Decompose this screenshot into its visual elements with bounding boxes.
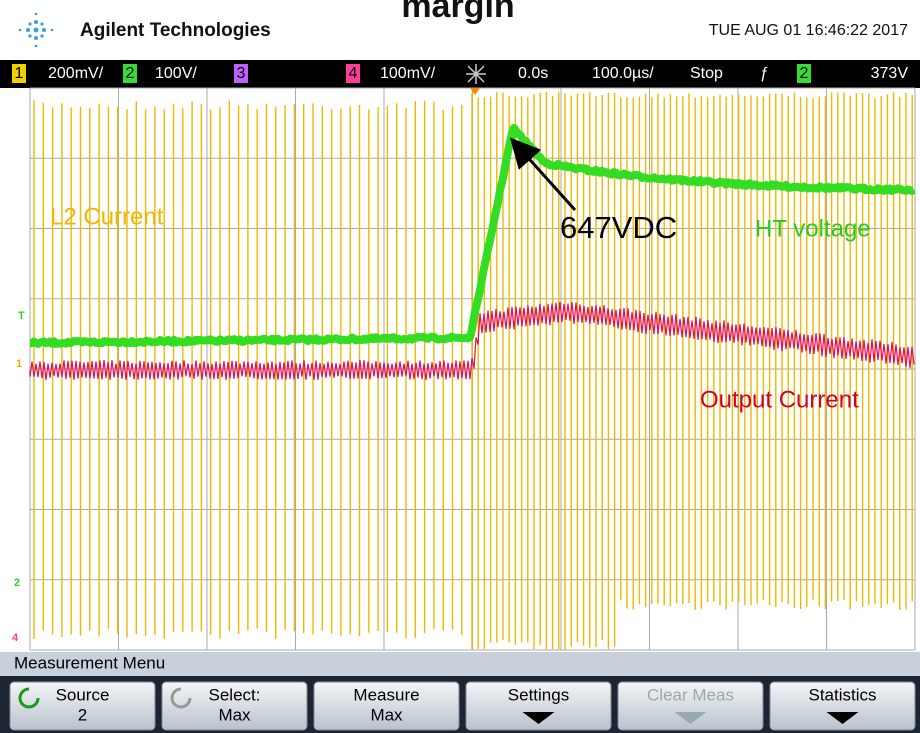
menu-title-bar <box>0 652 920 676</box>
datetime: TUE AUG 01 16:46:22 2017 <box>709 22 908 39</box>
knob-icon <box>18 687 40 709</box>
softkey-arrow <box>674 712 707 724</box>
annotation-l2: L2 Current <box>50 203 164 230</box>
softkey-arrow <box>522 712 555 724</box>
marker-ch1: 1 <box>16 358 22 370</box>
ch2-number: 2 <box>126 65 135 82</box>
softkey-label: Select: <box>209 685 261 704</box>
annotation-ht: HT voltage <box>755 215 871 242</box>
trigger-slope: ƒ <box>760 65 769 82</box>
softkey[interactable] <box>769 681 916 731</box>
trigger-level: 373V <box>871 65 909 82</box>
ch2-scale: 100V/ <box>155 65 197 82</box>
title: margin <box>401 0 514 25</box>
marker-ch2: 2 <box>14 577 20 589</box>
trigger-pos <box>470 88 480 95</box>
ch4-badge <box>346 64 360 83</box>
ht-voltage-trace <box>28 123 916 348</box>
softkey[interactable] <box>617 681 764 731</box>
acq-icon <box>466 64 486 84</box>
annotation-peak: 647VDC <box>560 210 677 245</box>
annotation-output: Output Current <box>700 386 859 413</box>
ch3-number: 3 <box>237 65 246 82</box>
waveform-area <box>28 87 916 651</box>
output-current-trace <box>29 301 915 381</box>
status-bar <box>0 60 920 88</box>
softkey-value: Max <box>370 705 403 724</box>
ch2-badge <box>123 64 137 83</box>
menu-title: Measurement Menu <box>14 653 165 672</box>
ch4-scale: 100mV/ <box>380 65 436 82</box>
trigger-channel: 2 <box>800 65 809 82</box>
ch1-scale: 200mV/ <box>48 65 104 82</box>
softkey-value: Max <box>218 705 251 724</box>
softkey-label: Settings <box>508 685 569 704</box>
logo <box>18 12 54 48</box>
ch3-badge <box>234 64 248 83</box>
softkey-label: Measure <box>353 685 419 704</box>
ch1-number: 1 <box>15 65 24 82</box>
softkey-value: 2 <box>78 705 87 724</box>
knob-icon <box>170 687 192 709</box>
ch4-number: 4 <box>349 65 358 82</box>
softkey-label: Statistics <box>808 685 876 704</box>
marker-ch4: 4 <box>12 632 19 644</box>
softkey[interactable] <box>161 681 308 731</box>
header-bg <box>0 0 920 60</box>
marker-trigger: T <box>18 310 25 322</box>
softkey-arrow <box>826 712 859 724</box>
softkey-label: Clear Meas <box>647 685 734 704</box>
timebase: 100.0µs/ <box>592 65 654 82</box>
softkey-label: Source <box>56 685 110 704</box>
softkey[interactable] <box>9 681 156 731</box>
softkey[interactable] <box>313 681 460 731</box>
softkey[interactable] <box>465 681 612 731</box>
peak-arrow <box>509 137 577 212</box>
ch1-badge <box>12 64 26 83</box>
brand: Agilent Technologies <box>80 20 271 41</box>
trigger-badge <box>797 64 811 83</box>
delay: 0.0s <box>518 65 548 82</box>
run-state: Stop <box>690 65 723 82</box>
